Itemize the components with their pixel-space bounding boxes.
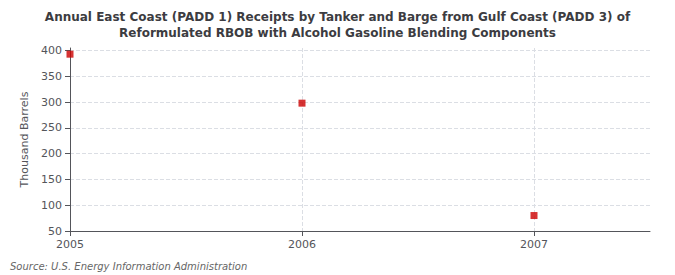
svg-text:Thousand Barrels: Thousand Barrels [18,91,31,188]
svg-text:Annual East Coast (PADD 1) Rec: Annual East Coast (PADD 1) Receipts by T… [45,10,631,24]
svg-text:400: 400 [41,44,62,57]
svg-text:Source: U.S. Energy Informatio: Source: U.S. Energy Information Administ… [10,261,247,272]
svg-text:50: 50 [48,225,62,238]
svg-text:250: 250 [41,121,62,134]
svg-text:100: 100 [41,199,62,212]
svg-text:200: 200 [41,147,62,160]
svg-text:150: 150 [41,173,62,186]
svg-text:2006: 2006 [288,238,316,251]
svg-text:350: 350 [41,70,62,83]
svg-text:2005: 2005 [56,238,84,251]
svg-text:300: 300 [41,96,62,109]
svg-text:Reformulated RBOB with Alcohol: Reformulated RBOB with Alcohol Gasoline … [119,26,556,40]
svg-text:2007: 2007 [520,238,548,251]
